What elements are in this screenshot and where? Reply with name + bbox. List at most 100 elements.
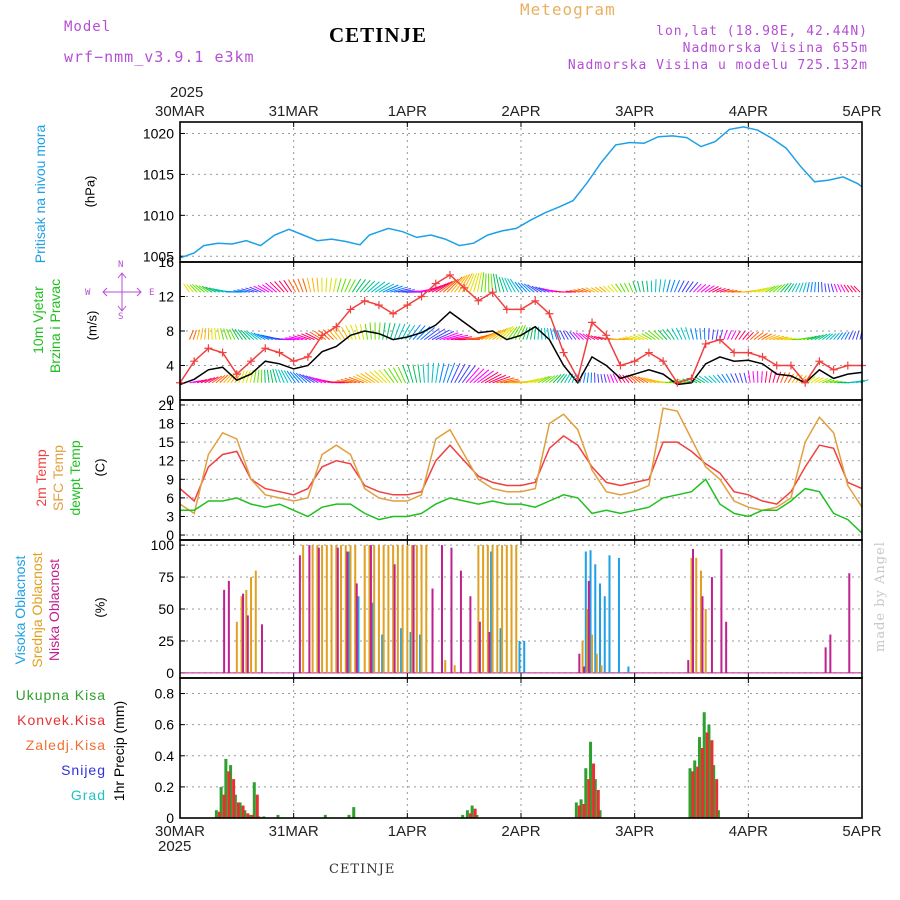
wind-barb [708, 285, 719, 293]
wind-barb [527, 284, 539, 293]
wind-barb [500, 378, 519, 384]
year-bottom: 2025 [158, 838, 192, 855]
wind-barb [637, 376, 649, 384]
wind-barb [336, 380, 353, 384]
wind-barb [806, 376, 816, 384]
bar-niska-oblacnost [478, 621, 481, 673]
bar-visoka-oblacnost [409, 632, 412, 673]
wind-barb [195, 284, 205, 293]
wind-barb [526, 326, 531, 340]
wind-barb [484, 373, 502, 384]
wind-barb [818, 378, 828, 384]
bar-niska-oblacnost [308, 545, 311, 673]
y-tick-label: 0.4 [155, 748, 175, 764]
gust-point [573, 374, 582, 383]
wind-barb [223, 328, 228, 340]
wind-barb [257, 284, 270, 293]
bar-visoka-oblacnost [603, 596, 606, 673]
wind-barb [296, 334, 311, 341]
wind-barb [450, 336, 473, 341]
wind-barb [442, 363, 450, 383]
bar-srednja-oblacnost [591, 634, 594, 673]
wind-barb [833, 283, 838, 293]
wind-barb [673, 280, 680, 293]
y-tick-label: 12 [158, 289, 174, 305]
wind-barb [622, 374, 630, 384]
panel-frame-pressure [179, 121, 863, 263]
wind-barb [810, 282, 813, 293]
wind-barb [439, 363, 445, 383]
wind-barb [283, 279, 293, 293]
precip-label-snow: Snijeg [61, 762, 106, 778]
series-sfc-temp [179, 407, 863, 515]
wind-barb [205, 286, 217, 293]
wind-barb [829, 333, 837, 340]
bar-srednja-oblacnost [368, 545, 371, 673]
bar-srednja-oblacnost [586, 609, 589, 673]
wind-barb [630, 375, 641, 384]
wind-barb [351, 278, 362, 293]
wind-barb [704, 285, 715, 293]
date-label-bottom: 30MAR [155, 823, 205, 840]
bar-niska-oblacnost [583, 666, 586, 673]
wind-barb [738, 331, 746, 340]
wind-barb [855, 331, 860, 340]
bar-srednja-oblacnost [330, 545, 333, 673]
date-label-top: 5APR [842, 103, 881, 120]
wind-barb [783, 372, 791, 383]
wind-barb [382, 322, 386, 340]
bar-niska-oblacnost [701, 596, 704, 673]
bar-konvek-kisa [217, 811, 221, 818]
wind-barb [484, 330, 502, 341]
bar-ukupna-kisa [248, 814, 252, 818]
y-tick-label: 1005 [143, 248, 174, 264]
wind-barb [531, 285, 543, 293]
bar-niska-oblacnost [261, 624, 264, 673]
wind-barb [719, 288, 730, 293]
bar-visoka-oblacnost [584, 551, 587, 673]
wind-barb [699, 328, 702, 340]
bar-srednja-oblacnost [690, 557, 693, 673]
compass-s: S [118, 312, 124, 322]
wind-barb [750, 288, 762, 293]
bar-niska-oblacnost [848, 573, 851, 673]
wind-barb [243, 330, 255, 340]
bar-niska-oblacnost [346, 551, 349, 673]
wind-barb [783, 282, 792, 293]
wind-barb [644, 331, 656, 341]
bar-niska-oblacnost [431, 588, 434, 673]
wind-barb [336, 278, 342, 293]
bar-niska-oblacnost [687, 660, 690, 673]
wind-barb [846, 284, 853, 293]
bar-ukupna-kisa [584, 768, 588, 818]
bar-ukupna-kisa [716, 810, 720, 818]
wind-barb [753, 287, 766, 293]
wind-barb [848, 331, 853, 340]
bar-srednja-oblacnost [321, 545, 324, 673]
y-tick-label: 0 [166, 810, 174, 826]
wind-barb [469, 368, 485, 384]
wind-barb [843, 284, 850, 293]
wind-barb [301, 333, 315, 341]
bar-srednja-oblacnost [382, 545, 385, 673]
bar-konvek-kisa [222, 794, 226, 818]
bar-srednja-oblacnost [695, 557, 698, 673]
wind-barb [712, 287, 722, 293]
wind-barb [226, 328, 232, 340]
date-label-top: 31MAR [269, 103, 319, 120]
wind-barb [689, 281, 699, 293]
gust-point [715, 335, 724, 344]
wind-barb [806, 282, 810, 293]
gust-point [659, 357, 668, 366]
date-label-top: 30MAR [155, 103, 205, 120]
wind-barb [286, 370, 296, 384]
y-tick-label: 16 [158, 254, 174, 270]
wind-barb [348, 279, 356, 293]
wind-barb [700, 284, 711, 293]
bar-srednja-oblacnost [477, 545, 480, 673]
gust-point [772, 361, 781, 370]
gust-point [559, 348, 568, 357]
wind-barb [693, 283, 702, 293]
wind-barb [560, 374, 568, 384]
